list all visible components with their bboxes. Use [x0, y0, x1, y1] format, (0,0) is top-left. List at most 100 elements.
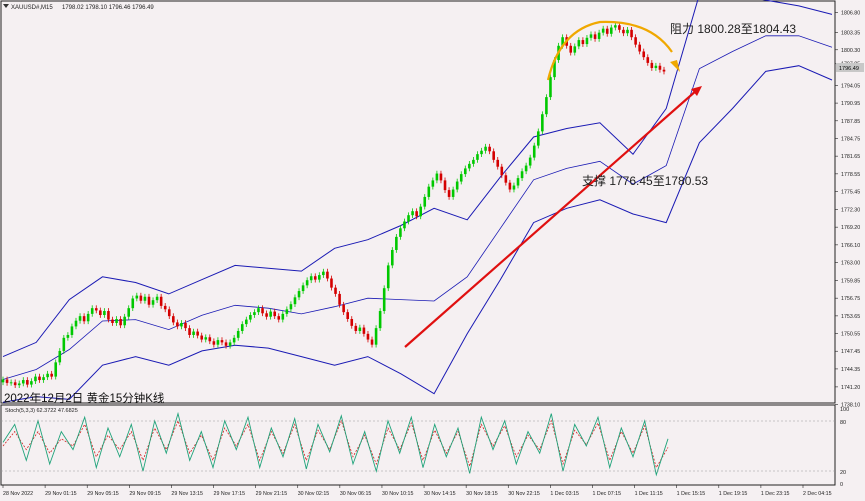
candle-body — [232, 337, 236, 343]
candle-body — [427, 186, 431, 197]
candle-body — [630, 29, 633, 38]
candle-body — [370, 339, 374, 345]
candle-body — [374, 328, 378, 345]
candle-body — [257, 308, 260, 313]
candle-body — [597, 32, 601, 39]
candle-body — [468, 163, 471, 169]
y-tick-label: 1787.85 — [841, 119, 860, 125]
candle-body — [13, 382, 17, 386]
candle-body — [435, 173, 439, 181]
candle-body — [208, 337, 212, 342]
y-tick-label: 1806.80 — [841, 11, 860, 17]
candle-body — [172, 316, 175, 323]
candle-body — [650, 62, 654, 69]
candle-body — [573, 46, 577, 53]
candle-body — [662, 69, 666, 72]
candle-body — [139, 295, 143, 301]
candle-body — [26, 380, 29, 385]
candle-body — [622, 29, 625, 34]
y-tick-label: 1794.05 — [841, 83, 860, 89]
resistance-arc — [546, 20, 673, 81]
stoch-level-0: 0 — [840, 482, 843, 488]
candle-body — [34, 376, 37, 382]
chevron-down-icon[interactable] — [3, 4, 9, 8]
ohlc-label: 1798.02 1798.10 1796.46 1796.49 — [62, 5, 154, 11]
candle-body — [285, 309, 289, 314]
candle-body — [180, 322, 183, 327]
candle-body — [318, 275, 321, 280]
x-tick-label: 29 Nov 13:15 — [171, 491, 203, 497]
candle-body — [269, 311, 272, 317]
price-tag — [836, 63, 864, 72]
candle-body — [224, 342, 228, 346]
candle-body — [277, 316, 281, 320]
candle-body — [334, 287, 337, 294]
candle-body — [561, 37, 564, 46]
y-tick-label: 1781.65 — [841, 154, 860, 160]
candle-body — [58, 350, 62, 363]
candle-body — [38, 376, 41, 381]
x-tick-label: 29 Nov 09:15 — [129, 491, 161, 497]
candle-body — [273, 311, 276, 317]
y-tick-label: 1769.20 — [841, 225, 860, 231]
candle-body — [524, 165, 528, 172]
candle-body — [245, 319, 248, 325]
y-tick-label: 1756.75 — [841, 296, 860, 302]
candlesticks — [1, 22, 666, 389]
candle-body — [654, 65, 658, 69]
candle-body — [553, 60, 556, 78]
candle-body — [9, 382, 13, 384]
candle-body — [99, 310, 102, 316]
resistance-label: 阻力 1800.28至1804.43 — [670, 22, 796, 36]
y-tick-label: 1763.00 — [841, 261, 860, 267]
x-tick-label: 2 Dec 04:15 — [803, 491, 832, 497]
y-tick-label: 1772.30 — [841, 207, 860, 213]
x-tick-label: 28 Nov 2022 — [3, 491, 33, 497]
candle-body — [451, 189, 455, 197]
candle-body — [184, 322, 187, 329]
y-tick-label: 1803.35 — [841, 30, 860, 36]
x-tick-label: 1 Dec 07:15 — [592, 491, 621, 497]
candle-body — [167, 309, 171, 317]
x-tick-label: 1 Dec 19:15 — [719, 491, 748, 497]
x-tick-label: 29 Nov 05:15 — [87, 491, 119, 497]
symbol-label: XAUUSD#,M15 — [11, 5, 53, 11]
candle-body — [638, 44, 641, 52]
bollinger-middle-line — [2, 35, 833, 380]
candle-body — [111, 319, 114, 323]
x-tick-label: 30 Nov 10:15 — [382, 491, 414, 497]
candle-body — [253, 312, 256, 316]
candle-body — [50, 373, 53, 377]
candle-body — [103, 311, 106, 316]
x-tick-label: 30 Nov 22:15 — [508, 491, 540, 497]
candle-body — [512, 185, 516, 190]
stoch-label: Stoch(5,3,3) 62.3722 47.6825 — [5, 408, 78, 414]
trend-arrow-head — [691, 86, 702, 96]
y-tick-label: 1778.55 — [841, 172, 860, 178]
candle-body — [605, 28, 609, 34]
candle-body — [220, 340, 224, 343]
resistance-arc-head — [670, 60, 680, 72]
candle-body — [309, 276, 313, 281]
candle-body — [488, 146, 491, 152]
candle-body — [484, 146, 487, 151]
y-tick-label: 1800.30 — [841, 48, 860, 54]
candle-body — [78, 316, 82, 321]
candle-body — [472, 159, 475, 164]
candle-body — [382, 288, 386, 312]
candle-body — [532, 145, 536, 158]
candle-body — [350, 319, 354, 326]
candle-body — [520, 171, 524, 179]
stoch-level-20: 20 — [840, 470, 846, 476]
candle-body — [362, 327, 366, 334]
x-axis: 28 Nov 2022 29 Nov 01:15 29 Nov 05:15 29 No… — [2, 485, 832, 497]
candle-body — [330, 278, 333, 288]
candle-body — [634, 37, 637, 45]
candle-body — [305, 280, 309, 286]
y-tick-label: 1747.45 — [841, 349, 860, 355]
candle-body — [626, 29, 629, 34]
x-tick-label: 29 Nov 17:15 — [214, 491, 246, 497]
candle-body — [549, 77, 552, 98]
candle-body — [66, 334, 70, 338]
candle-body — [200, 335, 204, 340]
